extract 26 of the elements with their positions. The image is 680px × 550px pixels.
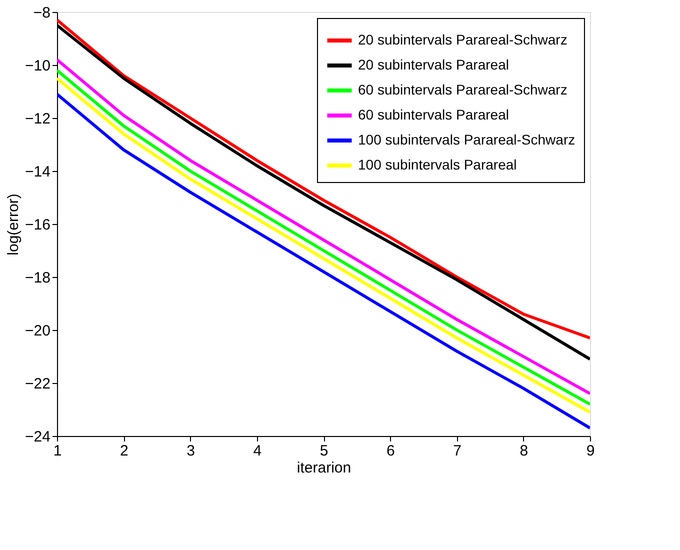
x-tick-label: 4 [253, 442, 262, 460]
y-tick-label: −22 [25, 376, 50, 392]
y-tick-label: −8 [33, 4, 50, 22]
x-tick-label: 2 [120, 442, 128, 460]
x-tick-label: 3 [186, 442, 195, 460]
legend-label: 60 subintervals Parareal-Schwarz [358, 82, 568, 98]
x-tick-label: 6 [386, 442, 395, 460]
y-tick-label: −14 [25, 164, 50, 180]
legend-label: 20 subintervals Parareal [358, 56, 509, 72]
x-tick-label: 1 [53, 442, 62, 460]
y-tick-label: −24 [25, 428, 50, 446]
legend-label: 100 subintervals Parareal [358, 156, 517, 172]
x-tick-label: 8 [520, 442, 528, 460]
y-tick-label: −18 [25, 270, 50, 286]
y-tick-label: −20 [25, 322, 50, 340]
legend-label: 20 subintervals Parareal-Schwarz [358, 32, 568, 48]
y-tick-label: −16 [25, 216, 50, 234]
y-axis-title: log(error) [5, 194, 22, 256]
x-tick-label: 7 [453, 442, 462, 460]
y-tick-label: −12 [25, 110, 50, 128]
x-tick-label: 5 [320, 442, 328, 460]
y-tick-label: −10 [25, 58, 50, 74]
x-axis-title: iterarion [296, 460, 352, 476]
legend-label: 60 subintervals Parareal [358, 106, 509, 122]
legend-label: 100 subintervals Parareal-Schwarz [358, 132, 576, 148]
x-tick-label: 9 [586, 442, 595, 460]
